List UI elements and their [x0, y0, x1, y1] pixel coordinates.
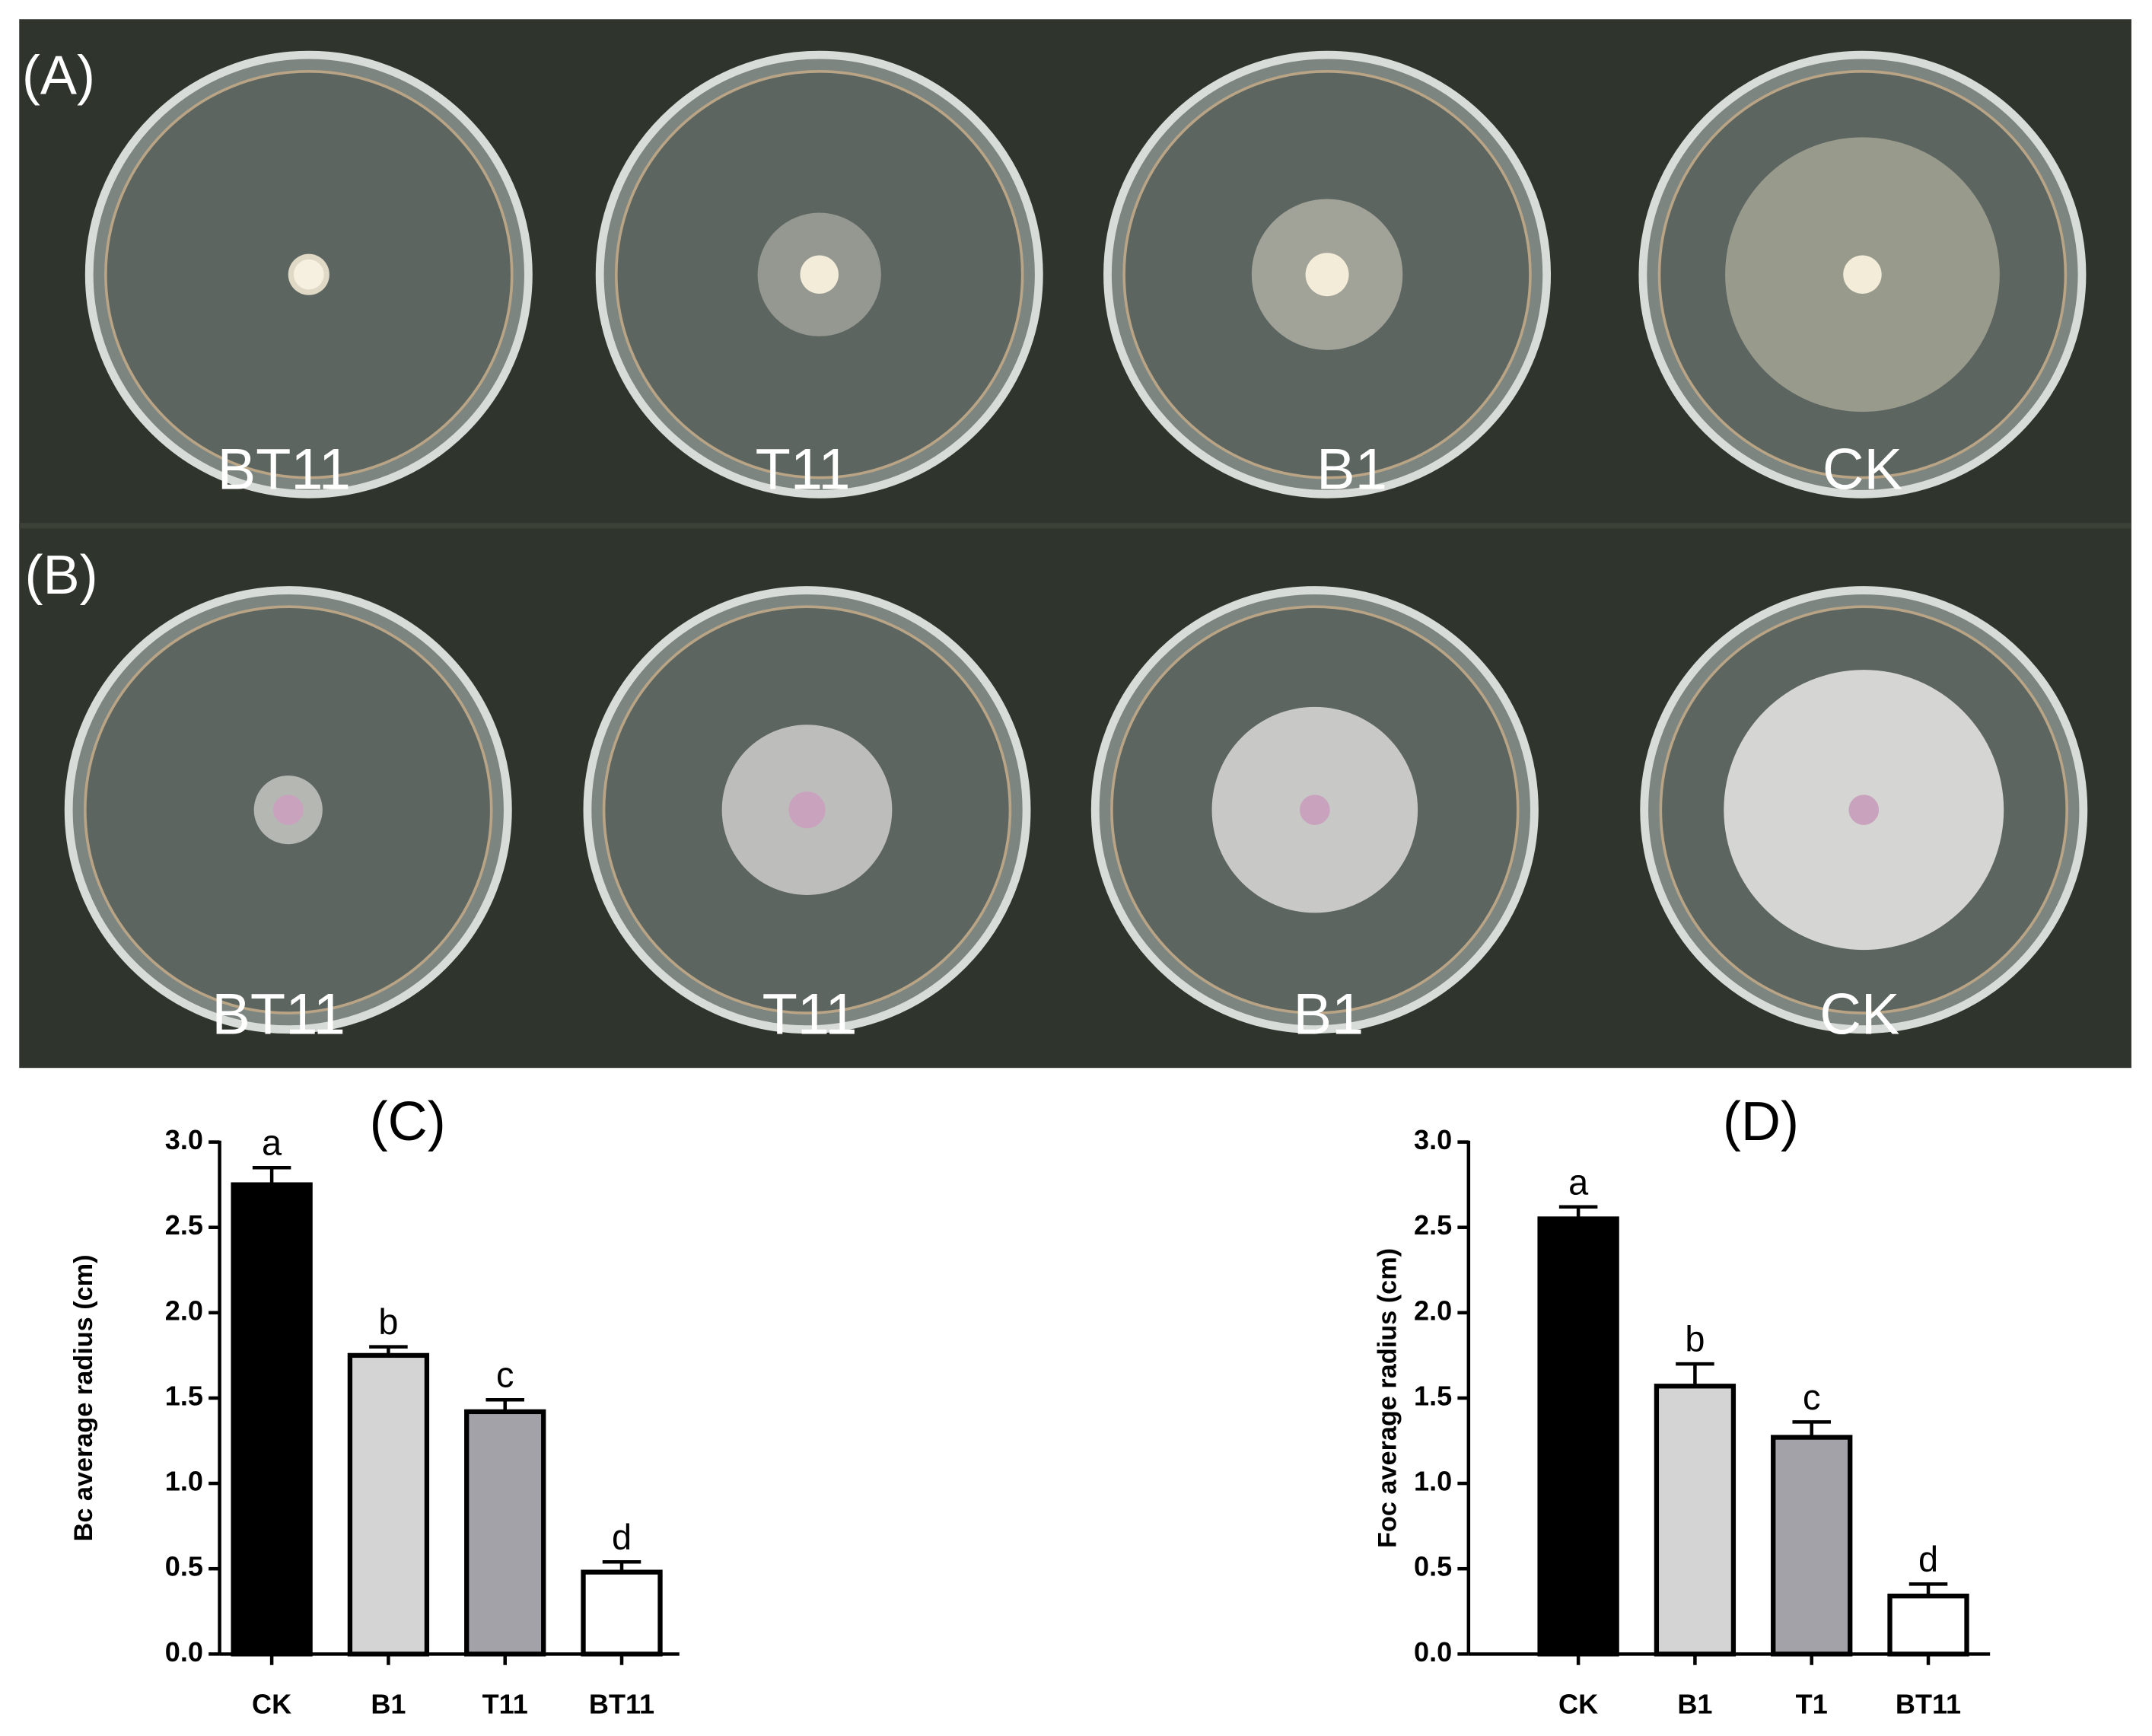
significance-letter: a — [262, 1123, 282, 1163]
bar — [1887, 1593, 1969, 1657]
bar — [1654, 1384, 1737, 1657]
y-axis-label: Foc average radius (cm) — [1373, 1248, 1402, 1548]
bar — [464, 1409, 546, 1657]
plate-label: BT11 — [218, 437, 351, 502]
x-tick-label: CK — [252, 1688, 291, 1719]
colony-center — [788, 791, 826, 829]
plate-label: BT11 — [212, 982, 345, 1046]
significance-letter: c — [1803, 1378, 1820, 1417]
colony-center — [1848, 795, 1880, 825]
bar — [347, 1352, 430, 1657]
y-tick-label: 1.0 — [165, 1466, 203, 1497]
chart-title: (D) — [1723, 1091, 1799, 1152]
colony-center — [293, 259, 324, 290]
colony-center — [272, 795, 304, 825]
plate-label: CK — [1823, 437, 1902, 502]
significance-letter: a — [1568, 1162, 1589, 1202]
significance-letter: c — [496, 1355, 514, 1395]
y-tick-label: 2.5 — [165, 1209, 203, 1241]
x-tick-label: B1 — [1677, 1688, 1712, 1719]
y-tick-label: 2.0 — [1414, 1295, 1452, 1326]
y-tick-label: 2.5 — [1414, 1209, 1452, 1241]
y-tick-label: 0.0 — [165, 1636, 203, 1668]
y-tick-label: 0.0 — [1414, 1636, 1452, 1668]
x-tick-label: CK — [1558, 1688, 1598, 1719]
colony-center — [800, 255, 839, 294]
bar — [231, 1182, 313, 1657]
y-tick-label: 1.5 — [1414, 1380, 1452, 1411]
y-tick-label: 2.0 — [165, 1295, 203, 1326]
significance-letter: b — [378, 1302, 398, 1342]
chart-title: (C) — [370, 1091, 446, 1152]
bar — [1771, 1435, 1853, 1657]
panel-label: (A) — [22, 46, 95, 107]
y-tick-label: 0.5 — [1414, 1551, 1452, 1582]
plate-label: CK — [1819, 982, 1899, 1046]
x-tick-label: BT11 — [589, 1688, 654, 1719]
colony-center — [1843, 255, 1882, 294]
bar — [581, 1569, 663, 1657]
bar — [1537, 1216, 1619, 1657]
y-axis-label: Bc average radius (cm) — [69, 1254, 98, 1541]
y-tick-label: 3.0 — [1414, 1124, 1452, 1155]
x-tick-label: B1 — [371, 1688, 406, 1719]
x-tick-label: BT11 — [1896, 1688, 1961, 1719]
plate-label: T11 — [756, 437, 851, 502]
significance-letter: d — [1918, 1540, 1938, 1579]
x-tick-label: T1 — [1796, 1688, 1828, 1719]
significance-letter: d — [612, 1518, 632, 1557]
y-tick-label: 1.0 — [1414, 1466, 1452, 1497]
colony-center — [1299, 795, 1330, 825]
significance-letter: b — [1685, 1320, 1705, 1359]
y-tick-label: 1.5 — [165, 1380, 203, 1411]
x-tick-label: T11 — [482, 1688, 528, 1719]
y-tick-label: 3.0 — [165, 1124, 203, 1155]
plate-label: B1 — [1294, 982, 1364, 1046]
colony-center — [1305, 253, 1349, 297]
plate-label: T11 — [762, 982, 858, 1046]
panel-label: (B) — [24, 545, 97, 606]
plate-label: B1 — [1316, 437, 1387, 502]
y-tick-label: 0.5 — [165, 1551, 203, 1582]
